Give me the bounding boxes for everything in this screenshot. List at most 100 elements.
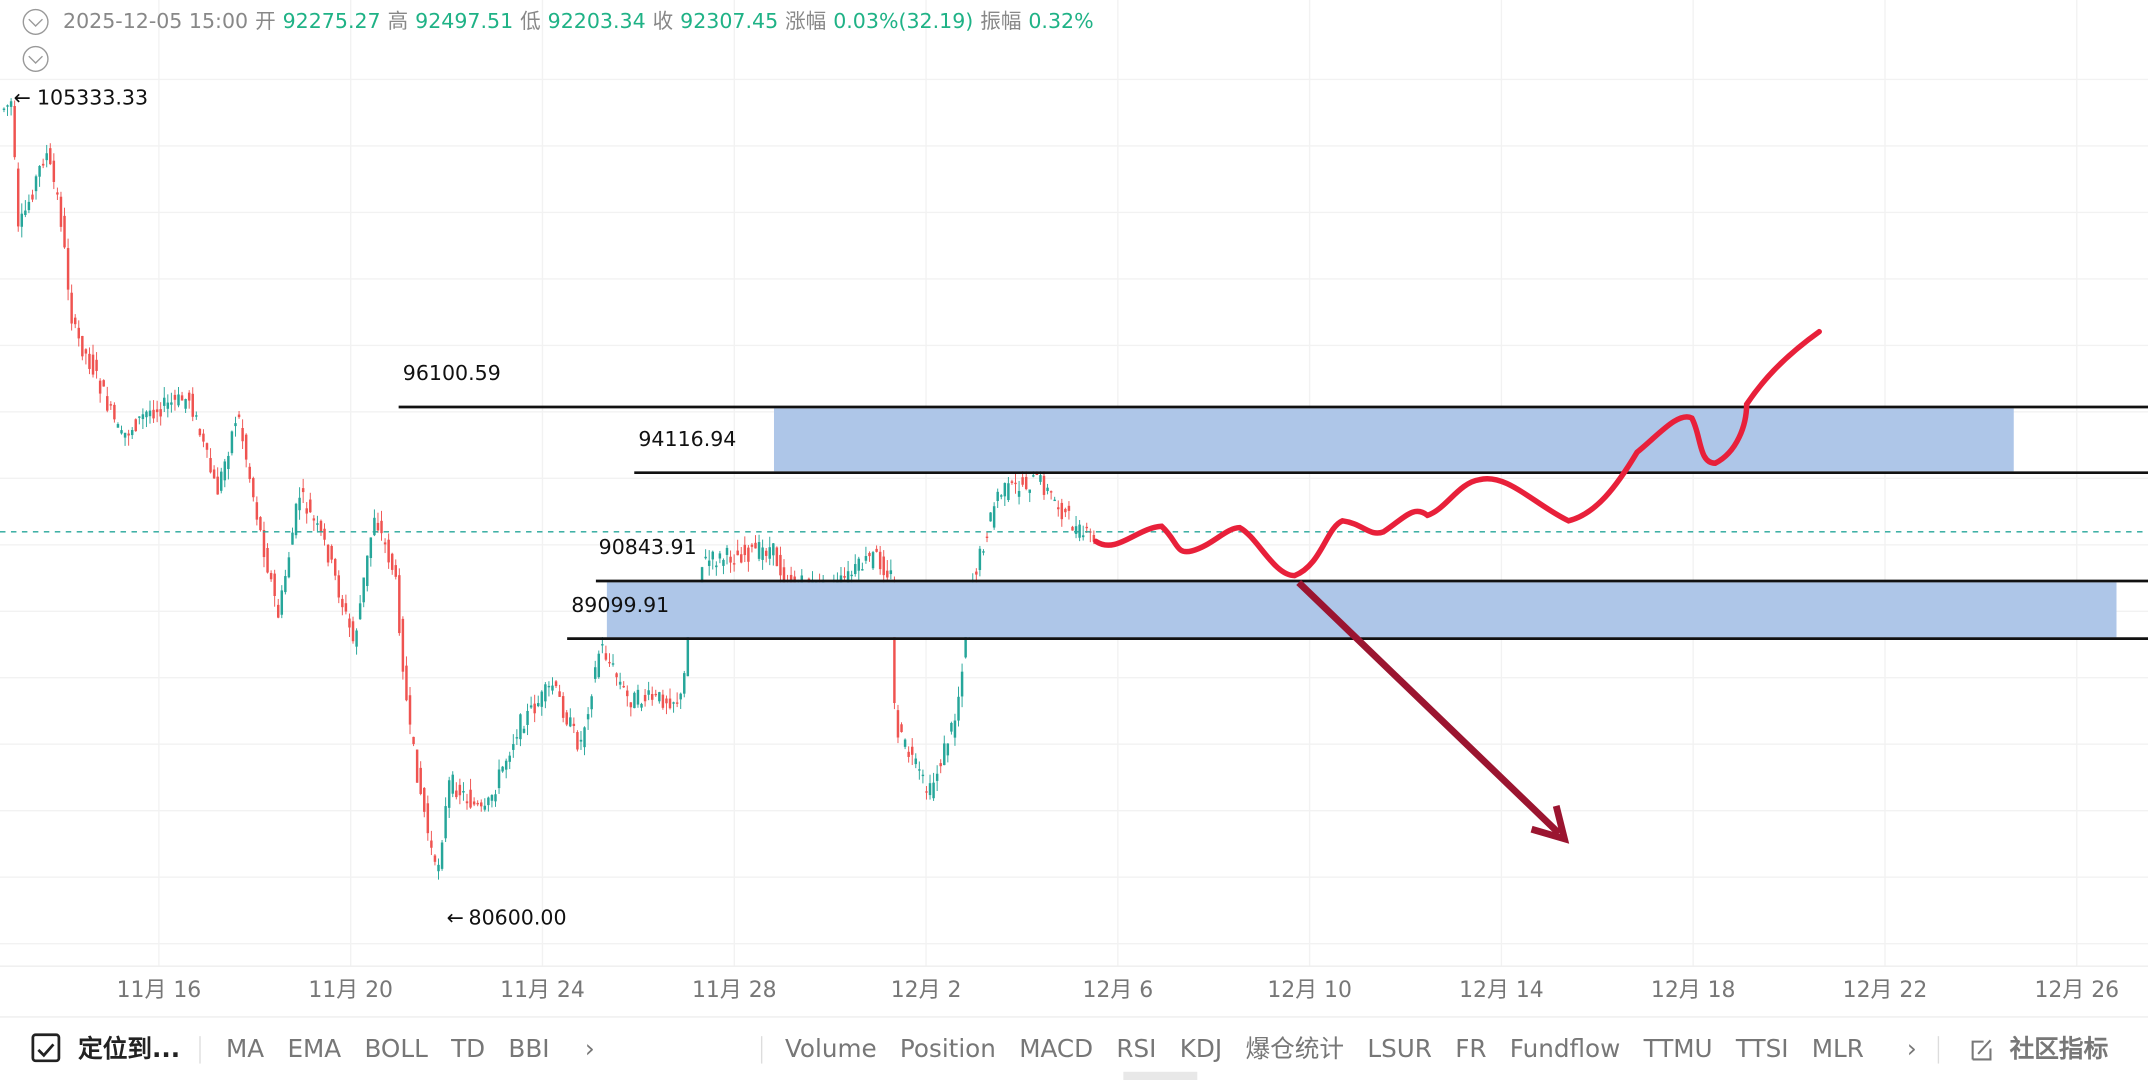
candle-body xyxy=(978,548,982,571)
expand-icon[interactable] xyxy=(22,45,49,72)
indicator-button[interactable]: FR xyxy=(1455,1034,1486,1063)
indicator-button[interactable]: MA xyxy=(226,1034,264,1063)
candle-body xyxy=(757,542,761,559)
x-label: 12月 26 xyxy=(2034,978,2119,1003)
candle-body xyxy=(764,550,768,556)
candle-body xyxy=(173,394,177,400)
indicator-button[interactable]: Volume xyxy=(785,1034,877,1063)
candle-body xyxy=(601,644,604,646)
indicator-button[interactable]: BOLL xyxy=(364,1034,428,1063)
candle-body xyxy=(180,395,184,401)
candle-body xyxy=(665,698,668,704)
candle-body xyxy=(633,692,636,709)
candle-body xyxy=(960,671,964,697)
candle-body xyxy=(41,163,45,166)
indicator-button[interactable]: LSUR xyxy=(1367,1034,1432,1063)
x-label: 12月 2 xyxy=(891,978,962,1003)
candle-body xyxy=(1010,481,1014,483)
candle-body xyxy=(333,559,337,576)
collapse-chevron xyxy=(28,18,43,28)
indicator-button[interactable]: EMA xyxy=(287,1034,341,1063)
candle-body xyxy=(893,584,896,704)
indicator-button[interactable]: RSI xyxy=(1116,1034,1156,1063)
ohlc: 2025-12-05 15:00 开 92275.27 高 92497.51 低… xyxy=(63,9,1094,34)
candle-body xyxy=(380,520,383,534)
indicator-button[interactable]: TD xyxy=(450,1034,485,1063)
candle-body xyxy=(558,691,561,697)
candle-body xyxy=(768,547,771,559)
candle-body xyxy=(611,663,615,665)
candle-body xyxy=(145,411,148,418)
candle-body xyxy=(1092,534,1096,542)
candle-body xyxy=(390,553,394,570)
indicator-button[interactable]: Fundflow xyxy=(1510,1034,1621,1063)
arrow-shaft xyxy=(1296,580,1562,836)
indicator-button[interactable]: KDJ xyxy=(1180,1034,1222,1063)
candle-body xyxy=(462,790,465,793)
candle-body xyxy=(326,544,330,563)
candle-body xyxy=(875,548,878,552)
candle-body xyxy=(843,575,846,578)
candle-body xyxy=(1017,490,1021,497)
candle-body xyxy=(212,469,216,479)
candle-body xyxy=(494,794,497,802)
indicator-button[interactable]: TTMU xyxy=(1643,1034,1713,1063)
locate-button[interactable]: 定位到... xyxy=(78,1034,180,1063)
candle-body xyxy=(84,349,88,354)
candle-body xyxy=(615,673,618,678)
community-button[interactable]: 社区指标 xyxy=(2010,1034,2109,1063)
high-label: 高 xyxy=(388,9,409,33)
candle-body xyxy=(127,433,130,436)
candle-body xyxy=(426,803,430,834)
indicator-button[interactable]: MLR xyxy=(1812,1034,1864,1063)
candle-body xyxy=(280,590,284,615)
indicator-button[interactable]: TTSI xyxy=(1735,1034,1789,1063)
more-main[interactable]: › xyxy=(585,1034,595,1063)
locate-icon[interactable] xyxy=(31,1033,61,1063)
candle-body xyxy=(643,694,647,702)
candle-body xyxy=(184,399,187,409)
candle-body xyxy=(387,539,390,563)
candle-body xyxy=(1039,475,1042,482)
indicator-button[interactable]: BBI xyxy=(508,1034,549,1063)
candle-body xyxy=(1000,495,1003,497)
candle-body xyxy=(754,542,757,549)
candle-body xyxy=(52,160,56,182)
candle-body xyxy=(878,551,882,570)
candle-body xyxy=(27,201,31,211)
candle-body xyxy=(537,703,540,707)
indicator-button[interactable]: Position xyxy=(900,1034,996,1063)
candle-body xyxy=(618,681,622,685)
candle-body xyxy=(946,743,950,756)
candle-body xyxy=(882,556,885,576)
candle-body xyxy=(123,432,127,438)
candle-body xyxy=(547,685,551,688)
candle-body xyxy=(725,547,729,555)
candle-body xyxy=(747,547,750,562)
candle-body xyxy=(604,653,608,660)
candle-body xyxy=(1081,535,1085,538)
low-label: 低 xyxy=(520,9,541,33)
locate-check xyxy=(37,1043,55,1058)
candle-body xyxy=(700,567,704,583)
drag-handle[interactable] xyxy=(1123,1071,1198,1080)
candle-body xyxy=(540,691,544,707)
candle-body xyxy=(490,795,494,801)
datetime: 2025-12-05 15:00 xyxy=(63,9,248,33)
indicator-button[interactable]: 爆仓统计 xyxy=(1245,1034,1344,1063)
candle-body xyxy=(362,577,365,603)
candle-body xyxy=(109,404,113,406)
more-sub[interactable]: › xyxy=(1907,1034,1917,1063)
collapse-icon[interactable] xyxy=(22,8,49,35)
indicator-button[interactable]: MACD xyxy=(1019,1034,1093,1063)
candle-body xyxy=(398,575,401,634)
candle-body xyxy=(975,571,978,575)
amplitude: 0.32% xyxy=(1028,9,1093,33)
candle-body xyxy=(939,763,942,767)
candle-body xyxy=(850,574,853,577)
candle-body xyxy=(861,569,864,571)
candle-body xyxy=(291,532,294,545)
candle-body xyxy=(276,604,280,618)
candle-body xyxy=(248,466,251,480)
